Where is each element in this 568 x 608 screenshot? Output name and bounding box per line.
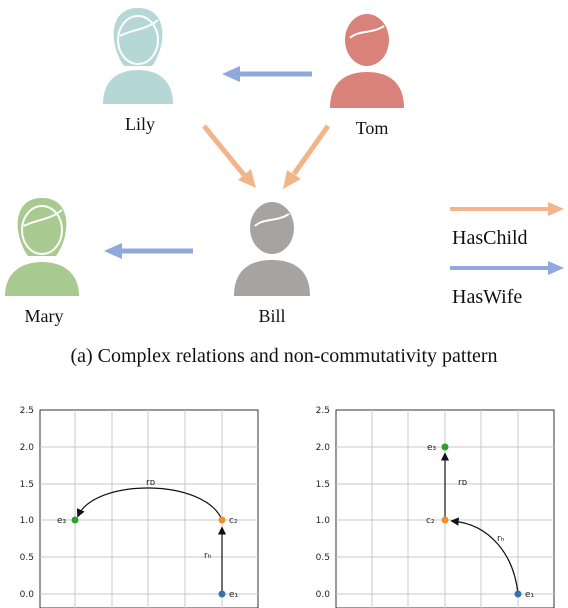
- point-label: c₂: [229, 516, 238, 526]
- relation-arc: [450, 517, 519, 595]
- person-name-lily: Lily: [125, 114, 155, 134]
- y-tick-label: 0.5: [316, 553, 330, 563]
- arrow-bill-mary: [104, 243, 193, 259]
- relation-label: rₕ: [497, 534, 505, 544]
- arrow-tom-lily: [222, 66, 312, 82]
- relation-label: rₕ: [204, 551, 212, 561]
- arrow-tom-bill: [283, 124, 331, 189]
- caption: (a) Complex relations and non-commutativ…: [70, 345, 497, 367]
- point-label: e₁: [229, 590, 239, 600]
- person-mary-icon: [5, 198, 79, 296]
- person-tom-icon: [330, 14, 404, 108]
- point-c2: [441, 516, 449, 524]
- point-label: e₃: [57, 516, 67, 526]
- person-lily-icon: [103, 8, 173, 104]
- y-tick-label: 1.5: [20, 480, 34, 490]
- point-e1: [218, 590, 226, 598]
- relation-label: rᴅ: [146, 478, 155, 488]
- person-name-mary: Mary: [25, 306, 64, 326]
- y-tick-label: 1.0: [316, 516, 331, 526]
- arrow-lily-bill: [202, 124, 256, 188]
- legend: HasChild HasWife: [450, 202, 564, 308]
- person-bill-icon: [234, 202, 310, 296]
- relation-label: rᴅ: [458, 478, 467, 488]
- y-tick-label: 0.0: [20, 590, 35, 600]
- y-tick-label: 2.0: [316, 443, 331, 453]
- point-e3: [71, 516, 79, 524]
- y-tick-label: 1.5: [316, 480, 330, 490]
- y-tick-label: 0.0: [316, 590, 331, 600]
- point-label: c₂: [426, 516, 435, 526]
- point-c2: [218, 516, 226, 524]
- person-name-bill: Bill: [258, 306, 285, 326]
- point-label: e₁: [525, 590, 535, 600]
- point-e1: [514, 590, 522, 598]
- y-tick-label: 2.5: [316, 406, 330, 416]
- y-tick-label: 0.5: [20, 553, 34, 563]
- legend-label-haschild: HasChild: [452, 227, 528, 249]
- plot-left: 2.5 2.0 1.5 1.0 0.5 0.0 e₁ c₂ e₃ rₕ rᴅ: [20, 406, 259, 608]
- y-tick-label: 1.0: [20, 516, 35, 526]
- legend-label-haswife: HasWife: [452, 286, 522, 308]
- plot-right: 2.5 2.0 1.5 1.0 0.5 0.0 e₁ c₂ e₃ rₕ rᴅ: [316, 406, 555, 608]
- point-e3: [441, 443, 449, 451]
- y-tick-label: 2.5: [20, 406, 34, 416]
- y-tick-label: 2.0: [20, 443, 35, 453]
- point-label: e₃: [427, 443, 437, 453]
- person-name-tom: Tom: [356, 118, 389, 138]
- relation-arc: [76, 487, 223, 521]
